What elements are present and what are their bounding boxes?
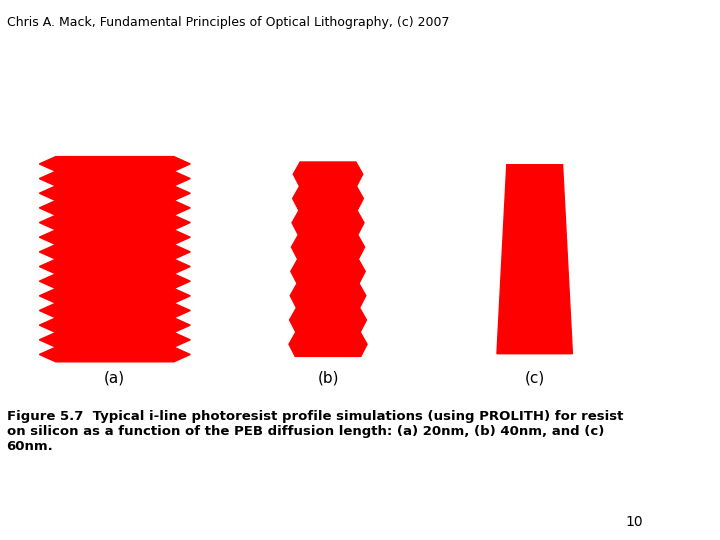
Text: Chris A. Mack, Fundamental Principles of Optical Lithography, (c) 2007: Chris A. Mack, Fundamental Principles of… (6, 16, 449, 29)
Polygon shape (40, 157, 190, 362)
Text: (c): (c) (525, 370, 545, 386)
Text: Figure 5.7  Typical i-line photoresist profile simulations (using PROLITH) for r: Figure 5.7 Typical i-line photoresist pr… (6, 410, 623, 454)
Text: (a): (a) (104, 370, 125, 386)
Polygon shape (289, 162, 367, 356)
Polygon shape (497, 165, 572, 354)
Text: 10: 10 (625, 515, 643, 529)
Text: (b): (b) (318, 370, 339, 386)
